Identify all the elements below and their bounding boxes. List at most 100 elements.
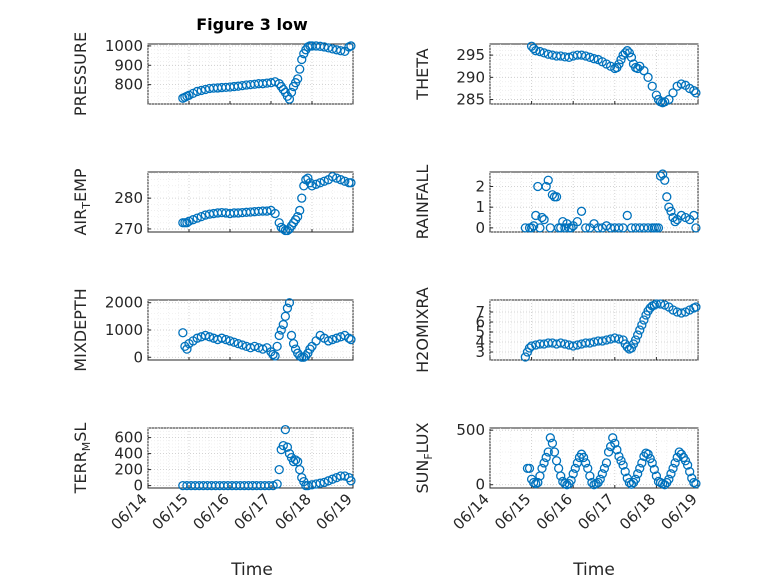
data-point — [568, 469, 578, 479]
data-point — [635, 325, 645, 335]
data-point — [666, 469, 676, 479]
data-point — [603, 447, 614, 457]
data-point — [327, 334, 338, 345]
data-point — [620, 48, 630, 58]
data-point — [331, 333, 342, 343]
data-point — [323, 476, 334, 486]
data-point — [610, 438, 620, 448]
data-point — [282, 303, 293, 313]
subplot-mixdepth: 0 1000 2000 MIXDEPTH — [71, 288, 356, 372]
y-tick-label: 600 — [114, 429, 143, 447]
data-point — [651, 471, 662, 481]
data-point — [200, 330, 211, 341]
data-point — [581, 458, 591, 468]
y-tick-label: 6 — [475, 313, 485, 331]
data-point — [556, 338, 566, 348]
y-tick-label: 270 — [114, 220, 143, 238]
data-point — [526, 341, 537, 351]
data-point — [637, 458, 647, 468]
data-point — [531, 210, 541, 221]
data-point — [645, 453, 655, 464]
data-point — [297, 54, 307, 65]
data-point — [278, 440, 288, 451]
data-point — [346, 476, 356, 486]
data-point — [178, 328, 188, 338]
data-point — [689, 86, 699, 96]
data-point — [601, 458, 612, 468]
data-point — [691, 302, 701, 312]
data-point — [633, 330, 643, 340]
data-point — [549, 447, 560, 457]
data-point — [653, 223, 664, 233]
data-point — [249, 341, 260, 352]
x-tick-label: 06/14 — [450, 490, 493, 533]
data-point — [545, 433, 555, 443]
data-point — [593, 223, 603, 233]
data-point — [539, 48, 549, 58]
data-point — [664, 94, 674, 105]
data-point — [660, 175, 670, 185]
data-point — [196, 211, 206, 222]
data-point — [535, 46, 545, 57]
y-axis-label-terr_msl: TERRMSL — [71, 423, 93, 495]
data-point — [689, 210, 699, 221]
x-tick-label: 06/16 — [190, 490, 233, 533]
data-point — [533, 477, 543, 488]
data-point — [543, 175, 553, 185]
data-point — [630, 474, 641, 484]
data-point — [685, 466, 695, 477]
data-point — [572, 217, 583, 227]
data-point — [581, 223, 591, 233]
x-tick-label: 06/15 — [149, 490, 192, 533]
data-point — [639, 315, 649, 325]
data-point — [520, 223, 531, 233]
y-tick-label: 0 — [133, 477, 143, 495]
data-point — [649, 464, 659, 475]
subplot-air_temp: 270 280 AIRTEMP — [71, 168, 356, 238]
x-tick-label: 06/19 — [313, 490, 356, 533]
data-point — [537, 463, 547, 474]
data-point — [182, 344, 192, 354]
data-point — [633, 63, 643, 74]
data-point — [595, 474, 605, 484]
x-tick-label: 06/19 — [658, 490, 701, 533]
data-point — [547, 438, 558, 448]
data-point — [336, 46, 346, 56]
data-point — [344, 333, 354, 343]
data-point — [539, 458, 549, 468]
x-tick-label: 06/14 — [108, 490, 151, 533]
data-point — [280, 311, 291, 322]
data-point — [668, 88, 678, 98]
data-point — [556, 471, 566, 481]
data-point — [568, 341, 578, 351]
data-point — [529, 221, 539, 231]
data-point — [630, 335, 641, 345]
y-tick-label: 285 — [456, 91, 485, 109]
data-point — [585, 338, 595, 348]
data-point — [541, 452, 551, 463]
data-point — [657, 169, 668, 179]
data-point — [551, 192, 562, 202]
data-point — [651, 90, 662, 100]
data-point — [282, 442, 293, 452]
data-point — [272, 341, 282, 352]
data-point — [616, 54, 626, 65]
subplot-rainfall: 0 1 2 RAINFALL — [413, 165, 701, 239]
data-point — [292, 74, 303, 84]
data-point — [587, 477, 597, 488]
data-point — [319, 477, 329, 488]
data-point — [284, 298, 295, 308]
data-point — [682, 460, 693, 470]
data-point — [346, 41, 356, 51]
data-point — [537, 212, 547, 223]
data-point — [655, 299, 666, 309]
data-point — [543, 49, 553, 59]
data-point — [315, 478, 325, 488]
data-point — [633, 469, 643, 479]
data-point — [204, 332, 215, 342]
data-point — [346, 334, 356, 345]
data-point — [188, 215, 198, 225]
data-point — [340, 471, 350, 481]
